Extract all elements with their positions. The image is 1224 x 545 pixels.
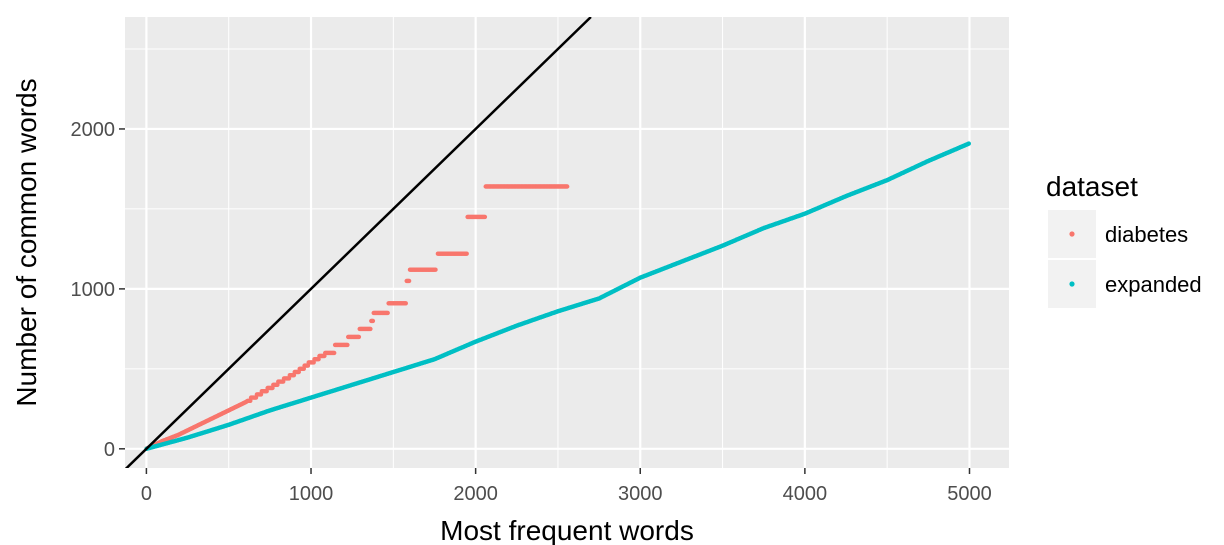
data-point-diabetes [433, 267, 438, 272]
data-point-diabetes [370, 318, 376, 324]
data-point-diabetes [565, 184, 570, 189]
data-point-diabetes [403, 301, 408, 306]
y-tick-label: 1000 [71, 279, 116, 301]
data-point-diabetes [368, 326, 373, 332]
legend: dataset diabetes expanded [1046, 171, 1202, 308]
x-axis-title: Most frequent words [440, 515, 694, 545]
legend-marker-expanded [1069, 281, 1075, 287]
series-expanded [144, 141, 971, 451]
data-point-diabetes [464, 251, 469, 256]
data-point-diabetes [406, 278, 412, 284]
data-layer [125, 17, 971, 468]
data-point-diabetes [385, 310, 390, 316]
legend-label-diabetes: diabetes [1105, 222, 1188, 247]
y-axis-title: Number of common words [11, 78, 42, 406]
legend-title: dataset [1046, 171, 1138, 202]
legend-label-expanded: expanded [1105, 272, 1202, 297]
x-tick-label: 4000 [783, 483, 828, 505]
grid-lines [125, 17, 1009, 468]
data-point-diabetes [356, 334, 362, 340]
x-tick-label: 3000 [618, 483, 663, 505]
x-tick-label: 5000 [947, 483, 992, 505]
plot-panel [125, 17, 1009, 468]
axes: 0 1000 2000 3000 4000 5000 0 1000 2000 [71, 119, 992, 505]
data-point-expanded [966, 141, 971, 146]
data-point-diabetes [332, 350, 337, 356]
x-tick-label: 1000 [289, 483, 334, 505]
legend-marker-diabetes [1069, 231, 1075, 237]
x-tick-label: 2000 [453, 483, 498, 505]
identity-line [125, 17, 592, 468]
y-tick-label: 0 [104, 439, 115, 461]
data-point-diabetes [345, 342, 350, 348]
y-tick-label: 2000 [71, 119, 116, 141]
data-point-diabetes [482, 214, 488, 220]
x-tick-label: 0 [141, 483, 152, 505]
